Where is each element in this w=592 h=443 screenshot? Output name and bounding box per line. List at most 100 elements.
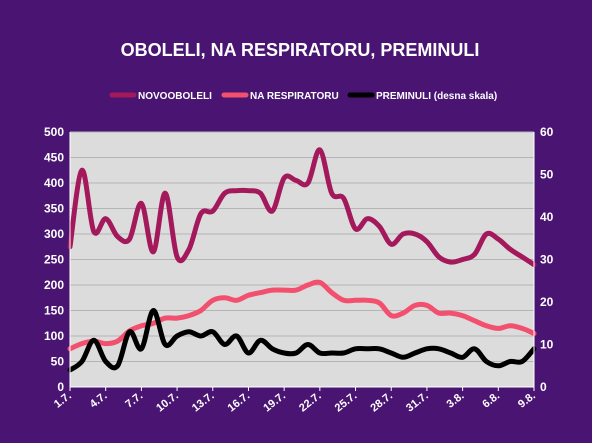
data-point <box>247 294 250 297</box>
chart-title: OBOLELI, NA RESPIRATORU, PREMINULI <box>121 40 480 60</box>
data-point <box>212 331 214 333</box>
data-point <box>212 210 214 212</box>
data-point <box>164 317 166 319</box>
data-point <box>342 197 345 200</box>
data-point <box>200 212 202 215</box>
x-tick-label: 10.7. <box>154 390 181 415</box>
legend-label: NA RESPIRATORU <box>250 91 339 102</box>
data-point <box>521 256 523 258</box>
data-point <box>283 352 286 354</box>
data-point <box>330 291 333 294</box>
data-point <box>223 297 226 299</box>
y-right-tick-label: 10 <box>540 338 554 352</box>
data-point <box>81 169 83 172</box>
data-point <box>81 360 83 363</box>
data-point <box>247 189 250 192</box>
data-point <box>307 284 309 286</box>
data-point <box>497 365 500 367</box>
data-point <box>319 149 321 151</box>
data-point <box>461 356 464 359</box>
y-left-tick-label: 0 <box>57 380 64 394</box>
data-point <box>378 302 381 304</box>
data-point <box>473 348 476 350</box>
legend-label: PREMINULI (desna skala) <box>376 91 497 102</box>
data-point <box>319 281 321 284</box>
data-point <box>509 325 512 327</box>
data-point <box>354 348 357 350</box>
series-layer <box>67 147 537 373</box>
data-point <box>116 340 119 342</box>
data-point <box>283 177 286 179</box>
y-left-tick-label: 250 <box>44 253 64 267</box>
y-left-tick-label: 100 <box>44 329 64 343</box>
legend: NOVOOBOLELI NA RESPIRATORU PREMINULI (desn… <box>109 91 497 102</box>
y-right-tick-label: 0 <box>540 380 547 394</box>
data-point <box>188 314 190 317</box>
x-tick-label: 3.8. <box>445 390 467 411</box>
data-point <box>140 202 143 205</box>
data-point <box>402 356 404 359</box>
data-point <box>81 342 83 345</box>
data-point <box>223 343 226 346</box>
data-point <box>319 352 321 354</box>
data-point <box>485 233 488 235</box>
y-right-tick-label: 60 <box>540 125 554 139</box>
data-point <box>152 251 155 253</box>
data-point <box>414 233 416 235</box>
data-point <box>283 289 286 291</box>
data-point <box>426 304 428 307</box>
data-point <box>307 343 309 346</box>
data-point <box>354 299 357 302</box>
data-point <box>461 258 464 261</box>
data-point <box>366 217 369 220</box>
data-point <box>259 192 262 194</box>
data-point <box>378 225 381 228</box>
data-point <box>116 235 119 238</box>
data-point <box>438 348 440 350</box>
data-point <box>366 299 369 302</box>
x-tick-label: 9.8. <box>516 390 538 411</box>
data-point <box>307 182 309 184</box>
data-point <box>378 348 381 350</box>
data-point <box>485 360 488 363</box>
grid-lines <box>70 131 534 388</box>
data-point <box>152 309 155 312</box>
data-point <box>188 248 190 251</box>
data-point <box>295 179 297 182</box>
data-point <box>259 291 262 294</box>
data-point <box>438 256 440 258</box>
y-left-tick-label: 500 <box>44 125 64 139</box>
data-point <box>128 238 131 240</box>
x-axis: 1.7. 4.7. 7.7. 10.7. 13.7. 16.7. 19.7. 22.7. 25.… <box>52 386 538 415</box>
series-points-preminuli-desna-skala <box>69 309 535 371</box>
data-point <box>449 261 452 263</box>
data-point <box>438 312 440 314</box>
data-point <box>342 299 345 302</box>
y-left-tick-label: 200 <box>44 278 64 292</box>
legend-label: NOVOOBOLELI <box>138 91 212 102</box>
data-point <box>93 339 95 342</box>
y-left-tick-label: 50 <box>51 355 65 369</box>
data-point <box>473 319 476 322</box>
data-point <box>271 348 274 350</box>
data-point <box>235 299 238 302</box>
data-point <box>414 352 416 354</box>
data-point <box>223 192 226 194</box>
data-point <box>235 335 238 337</box>
data-point <box>330 352 333 354</box>
data-point <box>104 217 107 220</box>
data-point <box>390 352 393 354</box>
data-point <box>200 335 202 337</box>
data-point <box>164 343 166 346</box>
data-point <box>473 253 476 256</box>
data-point <box>116 365 119 367</box>
data-point <box>104 360 107 363</box>
data-point <box>93 230 95 233</box>
data-point <box>402 312 404 314</box>
x-tick-label: 28.7. <box>368 390 395 415</box>
y-left-tick-label: 350 <box>44 202 64 216</box>
data-point <box>176 317 178 319</box>
x-tick-label: 22.7. <box>297 390 324 415</box>
